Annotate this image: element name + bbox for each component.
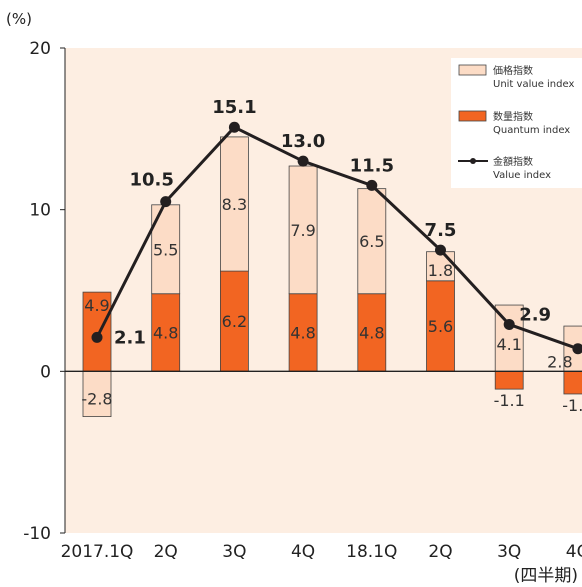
bar-unit-value (357, 188, 387, 295)
bar-quantum-label: 4.8 (290, 324, 315, 343)
point-value-label: 2.1 (114, 327, 146, 348)
bar-quantum-label: 4.8 (153, 324, 178, 343)
bar-unit-value-label: 2.8 (547, 352, 572, 371)
bar-quantum (563, 370, 582, 395)
point-value-index (435, 244, 446, 256)
bar-quantum-label: 4.9 (84, 296, 109, 315)
point-value-index (228, 121, 240, 133)
point-value-label: 11.5 (350, 155, 394, 176)
bar-unit-value-label: 7.9 (290, 221, 315, 240)
bar-quantum-label: 5.6 (428, 317, 453, 336)
bar-quantum (151, 293, 181, 372)
bar-quantum-label: -1.4 (562, 396, 582, 415)
legend-box (451, 58, 582, 188)
point-value-label: 15.1 (212, 97, 256, 118)
x-tick-label: 2Q (428, 542, 452, 562)
legend-label-unit-value-en: Unit value index (493, 79, 574, 90)
bar-unit-value-label: 8.3 (222, 195, 247, 214)
bar-quantum-label: -1.1 (494, 391, 525, 410)
bar-unit-value (288, 165, 318, 295)
point-value-index (91, 331, 103, 343)
point-value-index (366, 179, 378, 191)
point-value-label: 10.5 (129, 170, 173, 191)
bar-unit-value (426, 251, 455, 282)
x-tick-label: 2Q (154, 542, 178, 562)
point-value-label: 7.5 (425, 220, 457, 241)
point-value-index (160, 196, 172, 208)
x-tick-label: 2017.1Q (61, 542, 134, 562)
x-tick-label: 3Q (222, 542, 246, 562)
legend-swatch-unit-value (458, 64, 487, 76)
legend-label-quantum-jp: 数量指数 (493, 110, 533, 123)
bar-quantum (494, 370, 524, 390)
legend-label-value-en: Value index (493, 170, 551, 181)
legend-swatch-value-point (470, 158, 476, 164)
point-value-label: 2.9 (519, 304, 551, 325)
y-tick-label: 0 (40, 362, 51, 382)
y-tick-label: 10 (29, 201, 51, 221)
series-line-value-index (95, 125, 579, 351)
legend-label-unit-value-jp: 価格指数 (493, 64, 533, 77)
bar-unit-value (219, 136, 249, 272)
bar-quantum (82, 291, 112, 372)
x-tick-label: 4Q (291, 542, 315, 562)
bar-unit-value-label: 4.1 (496, 335, 521, 354)
bar-unit-value-label: 5.5 (153, 240, 178, 259)
legend-label-value-jp: 金額指数 (493, 155, 533, 168)
y-tick-label: 20 (29, 39, 51, 59)
point-value-index (503, 318, 515, 330)
bar-quantum-label: 4.8 (359, 324, 384, 343)
bar-unit-value-label: 6.5 (359, 232, 384, 251)
y-tick-label: -10 (23, 524, 51, 544)
bar-quantum (219, 270, 249, 372)
bar-unit-value-label: -2.8 (81, 390, 112, 409)
x-tick-label: 18.1Q (346, 542, 397, 562)
point-value-index (297, 155, 309, 167)
point-value-index (572, 343, 582, 355)
point-value-label: 13.0 (281, 131, 325, 152)
bar-quantum-label: 6.2 (222, 312, 247, 331)
y-axis-label: (%) (6, 10, 32, 28)
bar-quantum (426, 280, 455, 372)
legend-label-quantum-en: Quantum index (493, 125, 570, 136)
x-tick-label: 4Q (566, 542, 582, 562)
legend-swatch-quantum (458, 110, 487, 122)
x-tick-label: 3Q (497, 542, 521, 562)
bar-unit-value-label: 1.8 (428, 261, 453, 280)
bar-unit-value (82, 370, 112, 418)
x-axis-unit-label: (四半期) (514, 566, 578, 586)
